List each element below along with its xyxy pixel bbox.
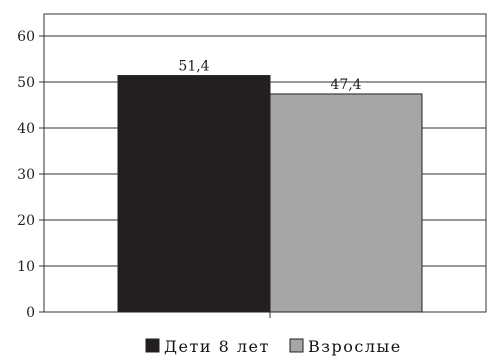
legend: Дети 8 лет Взрослые xyxy=(145,337,402,356)
y-tick-label: 10 xyxy=(17,259,35,275)
y-tick-label: 20 xyxy=(17,213,35,229)
bar-value-label: 51,4 xyxy=(178,59,209,75)
bar xyxy=(269,93,423,313)
y-tick-label: 40 xyxy=(17,121,35,137)
bars xyxy=(117,75,423,313)
legend-swatch xyxy=(145,338,160,353)
legend-label: Взрослые xyxy=(308,337,402,356)
legend-label: Дети 8 лет xyxy=(164,337,270,356)
y-tick-label: 0 xyxy=(26,305,35,321)
bar-value-label: 47,4 xyxy=(330,77,361,93)
data-labels: 51,4 47,4 xyxy=(178,59,361,93)
y-tick-label: 60 xyxy=(17,29,35,45)
y-tick-label: 30 xyxy=(17,167,35,183)
y-tick-label: 50 xyxy=(17,75,35,91)
bar xyxy=(117,75,271,313)
legend-swatch xyxy=(289,338,304,353)
y-axis-ticks: 0 10 20 30 40 50 60 xyxy=(17,29,271,321)
